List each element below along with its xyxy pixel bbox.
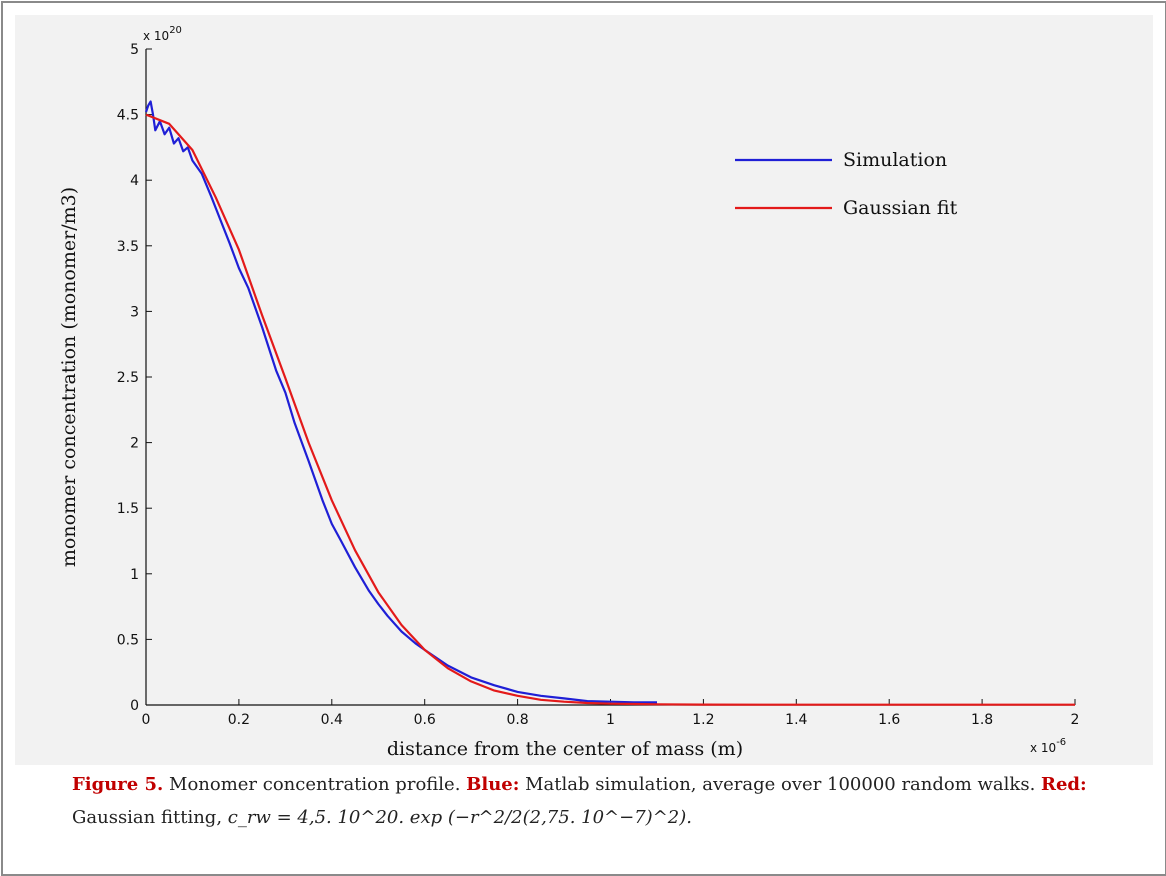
x-tick-label: 1.8 (971, 712, 993, 728)
caption-text-1: Monomer concentration profile. (163, 774, 467, 795)
caption-figure-label: Figure 5. (72, 774, 164, 795)
series-line-simulation (144, 100, 657, 704)
legend-label: Simulation (843, 149, 947, 171)
chart: 0 0.2 0.4 0.6 0.8 1 1.2 1.4 1.6 1.8 2 0 0.5 1 1.5 2 2.5 3… (58, 25, 1080, 760)
caption-red-label: Red: (1041, 774, 1087, 795)
x-tick-label: 2 (1071, 712, 1080, 728)
y-tick-label: 4 (130, 173, 139, 189)
legend-label: Gaussian fit (843, 197, 958, 219)
y-axis-title: monomer concentration (monomer/m3) (58, 187, 80, 567)
ticks: 0 0.2 0.4 0.6 0.8 1 1.2 1.4 1.6 1.8 2 0 0.5 1 1.5 2 2.5 3… (117, 42, 1080, 728)
series (144, 100, 1075, 706)
x-axis-title: distance from the center of mass (m) (387, 738, 743, 760)
y-tick-label: 1.5 (117, 501, 139, 517)
x-axis-exponent: x 10-6 (1030, 737, 1066, 755)
x-tick-label: 0 (142, 712, 151, 728)
y-tick-label: 2 (130, 436, 139, 452)
x-tick-label: 1.2 (692, 712, 714, 728)
caption-text-3: Gaussian fitting, (72, 807, 228, 828)
series-line-gaussian-fit (145, 113, 1075, 706)
chart-panel (15, 15, 1153, 765)
x-tick-label: 1.4 (785, 712, 807, 728)
y-tick-label: 5 (130, 42, 139, 58)
x-tick-label: 1.6 (878, 712, 900, 728)
x-tick-label: 0.8 (506, 712, 528, 728)
y-tick-label: 4.5 (117, 108, 139, 124)
y-tick-label: 0.5 (117, 632, 139, 648)
x-tick-label: 0.2 (228, 712, 250, 728)
y-tick-label: 1 (130, 567, 139, 583)
y-tick-label: 3 (130, 304, 139, 320)
x-tick-label: 0.6 (414, 712, 436, 728)
y-tick-label: 2.5 (117, 370, 139, 386)
caption-formula: c_rw = 4,5. 10^20. exp (−r^2/2(2,75. 10^… (227, 807, 692, 828)
caption-blue-label: Blue: (466, 774, 520, 795)
x-tick-label: 0.4 (321, 712, 343, 728)
caption-text-2: Matlab simulation, average over 100000 r… (519, 774, 1042, 795)
legend: Simulation Gaussian fit (735, 149, 958, 219)
y-axis-exponent: x 1020 (143, 25, 182, 43)
y-tick-label: 3.5 (117, 239, 139, 255)
x-tick-label: 1 (606, 712, 615, 728)
figure-caption: Figure 5. Monomer concentration profile.… (72, 768, 1102, 834)
y-tick-label: 0 (130, 698, 139, 714)
